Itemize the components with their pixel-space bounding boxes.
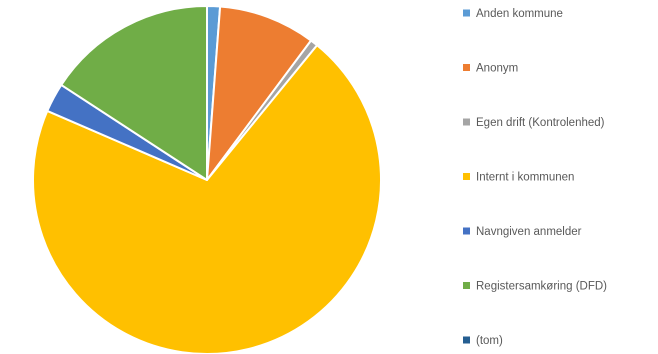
legend-item-0: Anden kommune <box>463 8 563 20</box>
legend: Anden kommune Anonym Egen drift (Kontrolen… <box>463 8 607 347</box>
legend-item-2: Egen drift (Kontrolenhed) <box>463 117 605 129</box>
pie-slice-5 <box>60 5 208 181</box>
legend-label-5: Registersamkøring (DFD) <box>476 281 607 293</box>
legend-swatch-2 <box>463 118 470 126</box>
legend-label-6: (tom) <box>476 335 503 347</box>
pie-slice-3 <box>32 44 382 354</box>
legend-swatch-5 <box>463 282 470 289</box>
legend-item-5: Registersamkøring (DFD) <box>463 281 607 293</box>
legend-item-1: Anonym <box>463 63 518 75</box>
legend-swatch-4 <box>463 227 470 235</box>
legend-swatch-6 <box>463 336 470 344</box>
legend-label-4: Navngiven anmelder <box>476 226 582 238</box>
pie-slices <box>32 4 382 354</box>
legend-label-2: Egen drift (Kontrolenhed) <box>476 117 605 129</box>
legend-swatch-3 <box>463 173 470 180</box>
legend-item-3: Internt i kommunen <box>463 172 574 184</box>
legend-label-0: Anden kommune <box>476 8 563 20</box>
legend-swatch-0 <box>463 9 470 17</box>
legend-item-6: (tom) <box>463 335 503 347</box>
legend-label-3: Internt i kommunen <box>476 172 574 184</box>
pie-slice-1 <box>206 5 313 181</box>
legend-label-1: Anonym <box>476 63 518 75</box>
legend-item-4: Navngiven anmelder <box>463 226 582 238</box>
legend-swatch-1 <box>463 64 470 71</box>
